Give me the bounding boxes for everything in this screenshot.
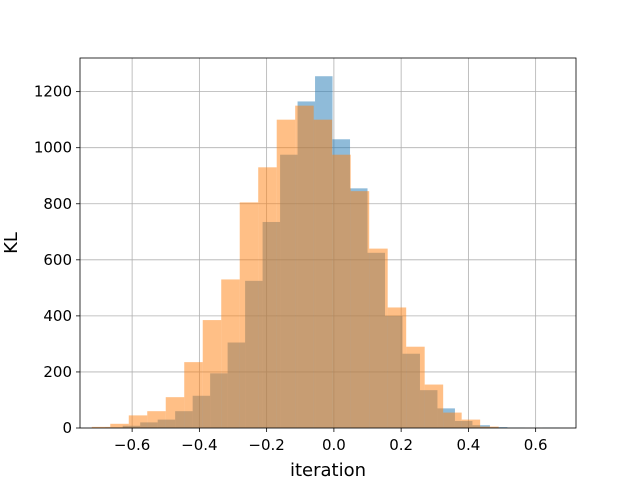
y-tick-label: 600 (43, 251, 72, 269)
histogram-bar-series-2 (369, 248, 388, 428)
x-tick-label: 0.2 (389, 436, 413, 454)
x-tick-label: −0.2 (248, 436, 284, 454)
histogram-bar-series-2 (128, 415, 148, 428)
histogram-bar-series-2 (165, 397, 185, 428)
histogram-bar-series-2 (184, 362, 203, 428)
plot-frame (79, 57, 577, 429)
histogram-bar-series-2 (202, 320, 222, 428)
histogram-bar-series-2 (258, 167, 277, 428)
y-tick-label: 800 (43, 195, 72, 213)
x-tick-label: 0.4 (456, 436, 480, 454)
y-tick-label: 1000 (34, 139, 72, 157)
axis-ticks: −0.6 −0.4 −0.2 0.0 0.2 0.4 0.6 0 200 400 600 800 100… (34, 83, 548, 454)
histogram-bar-series-1 (489, 427, 508, 428)
y-axis-title: KL (1, 232, 22, 254)
x-tick-label: −0.6 (114, 436, 150, 454)
x-tick-label: 0.0 (322, 436, 346, 454)
x-axis-title: iteration (290, 460, 366, 480)
histogram-bar-series-2 (239, 202, 259, 428)
y-tick-label: 400 (43, 307, 72, 325)
histogram-bar-series-2 (332, 154, 351, 429)
histogram-bar-series-2 (313, 119, 333, 429)
x-tick-label: −0.4 (181, 436, 217, 454)
histogram-bar-series-2 (443, 412, 462, 428)
histogram-bar-series-2 (461, 419, 481, 428)
histogram-bar-series-2 (110, 423, 129, 428)
histogram-bar-series-2 (295, 105, 314, 428)
histogram-bar-series-2 (350, 191, 370, 428)
histogram-bar-series-2 (387, 307, 407, 428)
histogram-bar-series-2 (424, 384, 444, 428)
y-tick-label: 1200 (34, 83, 72, 101)
histogram-bar-series-2 (276, 119, 296, 429)
histogram-bar-series-2 (91, 426, 111, 428)
histogram-bar-series-2 (406, 346, 425, 428)
histogram-bars (91, 76, 560, 429)
histogram-bar-series-2 (480, 426, 499, 428)
histogram-bar-series-2 (221, 279, 240, 428)
y-tick-label: 0 (62, 419, 72, 437)
histogram-bar-series-2 (147, 411, 166, 428)
x-tick-label: 0.6 (524, 436, 548, 454)
y-tick-label: 200 (43, 363, 72, 381)
